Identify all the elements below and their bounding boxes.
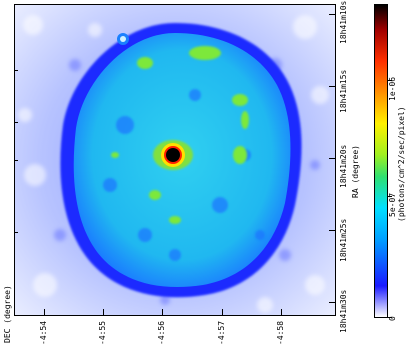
dec-tick-mark — [281, 309, 282, 316]
ra-tick-mark — [329, 158, 336, 159]
dec-axis-label: DEC (degree) — [3, 285, 12, 343]
dec-tick-label: -4:57 — [217, 320, 226, 345]
ra-tick-label: 18h41m25s — [339, 218, 348, 262]
left-tick-mark — [14, 122, 18, 123]
dec-tick-label: -4:55 — [98, 320, 107, 345]
left-tick-mark — [14, 70, 18, 71]
dec-tick-mark — [162, 309, 163, 316]
ra-tick-mark — [329, 230, 336, 231]
colorbar-tick-mark — [388, 80, 392, 81]
x-ray-count-map — [15, 5, 335, 315]
dec-tick-label: -4:56 — [157, 320, 166, 345]
background-noise-blobs — [18, 15, 329, 313]
ra-tick-label: 18h41m20s — [339, 144, 348, 188]
ra-tick-label: 18h41m10s — [339, 0, 348, 44]
central-point-source — [153, 140, 193, 170]
sky-image — [14, 4, 336, 316]
left-tick-mark — [14, 160, 18, 161]
colorbar-tick-label: 0 — [388, 316, 397, 321]
left-tick-mark — [14, 232, 18, 233]
compact-source-core — [120, 36, 126, 42]
dec-tick-mark — [44, 309, 45, 316]
colorbar-tick-mark — [388, 196, 392, 197]
dec-tick-label: -4:58 — [276, 320, 285, 345]
dec-tick-mark — [103, 309, 104, 316]
ra-tick-mark — [329, 14, 336, 15]
colorbar-tick-mark — [388, 317, 392, 318]
ra-tick-label: 18h41m30s — [339, 289, 348, 333]
ra-tick-mark — [329, 86, 336, 87]
ra-tick-mark — [329, 302, 336, 303]
colorbar-unit-label: (photons/cm^2/sec/pixel) — [397, 106, 406, 222]
dec-tick-label: -4:54 — [39, 320, 48, 345]
colorbar-tick-label: 1e-06 — [388, 76, 397, 101]
colorbar-tick-label: 5e-07 — [388, 192, 397, 217]
bright-knots — [111, 46, 249, 224]
colorbar — [374, 4, 388, 318]
ra-axis-label: RA (degree) — [351, 145, 360, 198]
ra-tick-label: 18h41m15s — [339, 69, 348, 113]
dec-tick-mark — [222, 309, 223, 316]
